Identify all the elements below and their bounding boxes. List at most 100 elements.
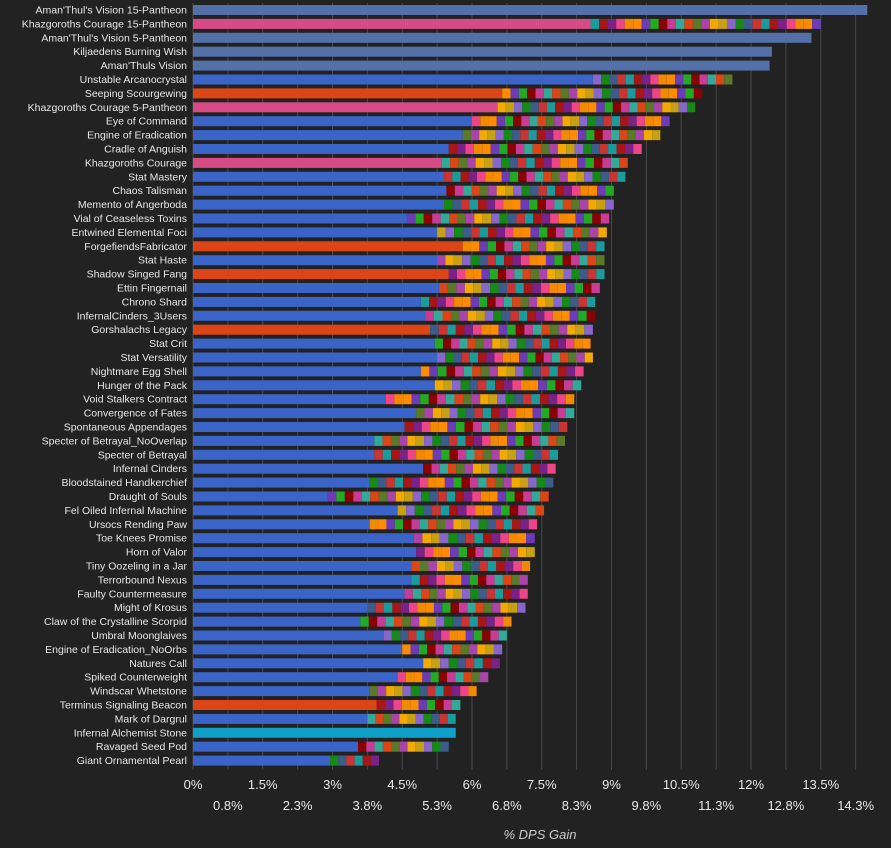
bar-segment — [547, 269, 556, 280]
bar-segment — [586, 296, 596, 307]
bar-base — [193, 686, 370, 697]
bar-segment — [529, 380, 539, 391]
bar-segment — [369, 519, 379, 530]
bar-segment — [563, 185, 572, 196]
bar-segment — [512, 380, 521, 391]
bar-segment — [588, 102, 597, 113]
bar-segment — [418, 644, 428, 655]
bar-segment — [461, 477, 470, 488]
bar-segment — [653, 116, 662, 127]
bar-segment — [404, 588, 413, 599]
bar-segment — [505, 102, 515, 113]
bar-segment — [761, 18, 770, 29]
bar-segment — [557, 394, 566, 405]
bar-segment — [715, 74, 725, 85]
bar-segment — [612, 102, 622, 113]
bar-segment — [401, 700, 411, 710]
bar-segment — [509, 547, 518, 558]
bar-segment — [549, 366, 558, 377]
bar-segment — [507, 324, 516, 335]
bar-segment — [528, 519, 538, 530]
bar-segment — [538, 269, 548, 280]
bar-segment — [494, 588, 504, 599]
bar-segment — [474, 533, 483, 544]
category-label: Umbral Moonglaives — [91, 630, 187, 642]
bar-segment — [667, 18, 676, 29]
bar-segment — [545, 199, 555, 210]
bar-segment — [526, 533, 535, 544]
category-label: Aman'Thul's Vision 5-Pantheon — [41, 32, 187, 44]
bar-segment — [517, 533, 527, 544]
category-label: Spiked Counterweight — [84, 672, 187, 684]
bar-segment — [506, 491, 515, 502]
bar-segment — [724, 74, 733, 85]
bar-segment — [446, 491, 456, 502]
bar-base — [193, 18, 591, 29]
bar-segment — [444, 574, 454, 585]
bar-segment — [462, 227, 472, 238]
bar-segment — [535, 505, 545, 516]
bar-base — [193, 519, 370, 530]
bar-segment — [510, 88, 519, 99]
bar-segment — [382, 449, 392, 460]
bar-segment — [494, 616, 504, 627]
bar-segment — [726, 18, 736, 29]
bar-segment — [557, 408, 566, 419]
bar-segment — [545, 477, 554, 488]
bar-segment — [652, 88, 661, 99]
bar-segment — [591, 283, 600, 293]
bar-segment — [599, 18, 608, 29]
bar-segment — [469, 380, 478, 391]
bar-segment — [346, 755, 355, 766]
bar-segment — [424, 435, 433, 446]
bar-segment — [515, 422, 525, 432]
bar-segment — [404, 491, 413, 502]
bar-segment — [451, 338, 460, 349]
bar-segment — [707, 74, 716, 85]
bar-base — [193, 352, 438, 363]
bar-segment — [408, 602, 418, 613]
bar-segment — [440, 658, 449, 669]
bar-segment — [528, 477, 537, 488]
bar-segment — [369, 477, 379, 488]
bar-segment — [439, 463, 449, 474]
bar-segment — [538, 102, 547, 113]
bar-segment — [413, 533, 423, 544]
bar-base — [193, 116, 472, 127]
bar-segment — [437, 255, 446, 266]
bar-segment — [541, 422, 551, 432]
bar-segment — [500, 602, 509, 613]
bar-segment — [391, 630, 401, 641]
bar-segment — [499, 144, 508, 154]
bar-segment — [414, 672, 423, 683]
bar-segment — [692, 18, 702, 29]
bar-segment — [438, 422, 448, 432]
bar-segment — [482, 449, 492, 460]
bar-segment — [498, 283, 507, 293]
bar-segment — [503, 380, 513, 391]
bar-segment — [558, 324, 568, 335]
bar-segment — [531, 435, 541, 446]
bar-segment — [481, 463, 490, 474]
bar-segment — [812, 18, 821, 29]
bar-segment — [549, 449, 559, 460]
category-label: Chrono Shard — [122, 296, 188, 308]
bar-segment — [503, 477, 512, 488]
bar-segment — [475, 505, 484, 516]
bar-segment — [618, 88, 628, 99]
bar-segment — [386, 477, 395, 488]
bar-segment — [416, 630, 425, 641]
bar-segment — [520, 199, 529, 210]
bar-segment — [484, 310, 494, 321]
bar-segment — [477, 644, 486, 655]
bar-segment — [521, 561, 531, 571]
bar-base — [193, 241, 463, 252]
bar-segment — [439, 533, 449, 544]
bar-segment — [447, 672, 456, 683]
bar-segment — [588, 185, 598, 196]
bar-segment — [495, 296, 504, 307]
bar-segment — [579, 102, 589, 113]
bar-base — [193, 296, 421, 307]
bar-segment — [552, 88, 561, 99]
